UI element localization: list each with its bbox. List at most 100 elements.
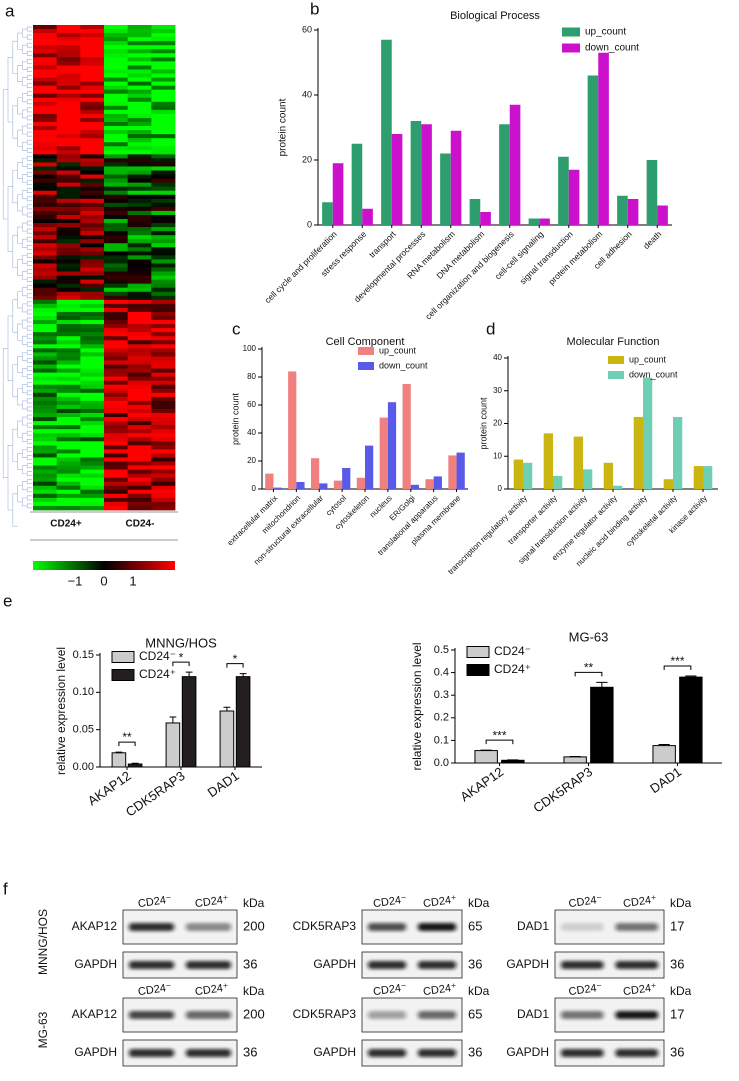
heatmap-cell — [33, 81, 58, 87]
heatmap-cell — [80, 37, 105, 42]
heatmap-cell — [151, 154, 176, 159]
heatmap-cell — [80, 122, 105, 127]
heatmap-cell — [80, 356, 105, 361]
heatmap-cell — [127, 255, 152, 260]
heatmap-cell — [56, 445, 81, 450]
heatmap-cell — [151, 473, 176, 479]
heatmap-cell — [104, 57, 129, 62]
heatmap-cell — [104, 37, 129, 42]
heatmap-cell — [151, 328, 176, 333]
heatmap-cell — [80, 239, 105, 244]
lane-label: CD24⁺ — [622, 982, 657, 999]
heatmap-cell — [104, 49, 129, 54]
bar — [333, 480, 343, 489]
y-tick-label: 20 — [493, 419, 502, 428]
heatmap-cell — [127, 368, 152, 373]
heatmap-cell — [33, 210, 58, 216]
heatmap-cell — [80, 49, 105, 54]
dendrogram-branch — [22, 141, 28, 151]
heatmap-cell — [80, 251, 105, 256]
heatmap-cell — [104, 340, 129, 345]
heatmap-cell — [104, 101, 129, 107]
heatmap-cell — [127, 81, 152, 87]
heatmap-cell — [151, 259, 176, 264]
heatmap-cell — [127, 174, 152, 179]
heatmap-cell — [127, 170, 152, 175]
heatmap-cell — [127, 437, 152, 442]
heatmap-cell — [56, 29, 81, 34]
dendrogram-branch — [26, 325, 32, 331]
heatmap-cell — [104, 356, 129, 361]
heatmap-cell — [33, 457, 58, 462]
heatmap-cell — [104, 316, 129, 321]
heatmap-cell — [80, 384, 105, 390]
dendrogram-branch — [12, 493, 18, 527]
heatmap-cell — [80, 311, 105, 317]
blot-band — [368, 1049, 406, 1057]
heatmap-cell — [151, 134, 176, 139]
heatmap-cell — [127, 348, 152, 353]
significance-bracket — [226, 663, 244, 668]
heatmap-cell — [104, 109, 129, 115]
protein-label: DAD1 — [517, 1007, 549, 1021]
heatmap-cell — [56, 493, 81, 499]
heatmap-cell — [104, 259, 129, 264]
heatmap-cell — [33, 461, 58, 466]
bar — [235, 676, 251, 768]
heatmap-cell — [33, 57, 58, 62]
heatmap-cell — [127, 332, 152, 337]
heatmap-cell — [151, 271, 176, 276]
heatmap-cell — [151, 267, 176, 272]
heatmap-cell — [56, 243, 81, 248]
blot-band — [561, 1049, 604, 1057]
legend-label: up_count — [379, 345, 417, 355]
heatmap-cell — [56, 113, 81, 119]
heatmap-cell — [127, 457, 152, 462]
heatmap-cell — [80, 376, 105, 382]
heatmap-cell — [104, 33, 129, 38]
bar — [474, 750, 498, 764]
heatmap-cell — [56, 295, 81, 301]
heatmap-cell — [56, 408, 81, 414]
heatmap-cell — [80, 299, 105, 305]
heatmap-cell — [104, 154, 129, 159]
heatmap-cell — [33, 227, 58, 232]
heatmap-cell — [127, 146, 152, 151]
heatmap-cell — [56, 267, 81, 272]
unit-label: kDa — [670, 984, 692, 998]
heatmap-cell — [80, 45, 105, 50]
heatmap-cell — [151, 320, 176, 325]
heatmap-cell — [80, 210, 105, 216]
y-tick-label: 0 — [252, 484, 257, 493]
heatmap-cell — [151, 429, 176, 434]
heatmap-column-label: CD24+ — [50, 519, 82, 530]
heatmap-cell — [127, 320, 152, 325]
heatmap-cell — [127, 364, 152, 369]
heatmap-cell — [104, 445, 129, 450]
dendrogram-branch — [2, 348, 8, 478]
heatmap-cell — [80, 421, 105, 426]
heatmap-cell — [127, 352, 152, 357]
dendrogram-branch — [22, 432, 28, 442]
heatmap-cell — [33, 413, 58, 418]
heatmap-cell — [56, 421, 81, 426]
heatmap-cell — [127, 259, 152, 264]
heatmap-cell — [33, 33, 58, 38]
heatmap-cell — [127, 275, 152, 281]
heatmap-cell — [151, 210, 176, 216]
heatmap-cell — [33, 408, 58, 414]
heatmap-cell — [80, 360, 105, 365]
dendrogram-branch — [26, 139, 32, 145]
heatmap-cell — [151, 303, 176, 309]
x-tick-label: death — [641, 229, 663, 251]
protein-label: GAPDH — [313, 957, 356, 971]
dendrogram-branch — [26, 253, 32, 258]
dendrogram-branch — [26, 236, 32, 242]
size-label: 17 — [670, 1006, 684, 1021]
bar — [663, 479, 673, 489]
heatmap-cell — [104, 53, 129, 58]
dendrogram-branch — [12, 428, 18, 462]
heatmap-cell — [151, 360, 176, 365]
dendrogram-branch — [26, 422, 32, 428]
